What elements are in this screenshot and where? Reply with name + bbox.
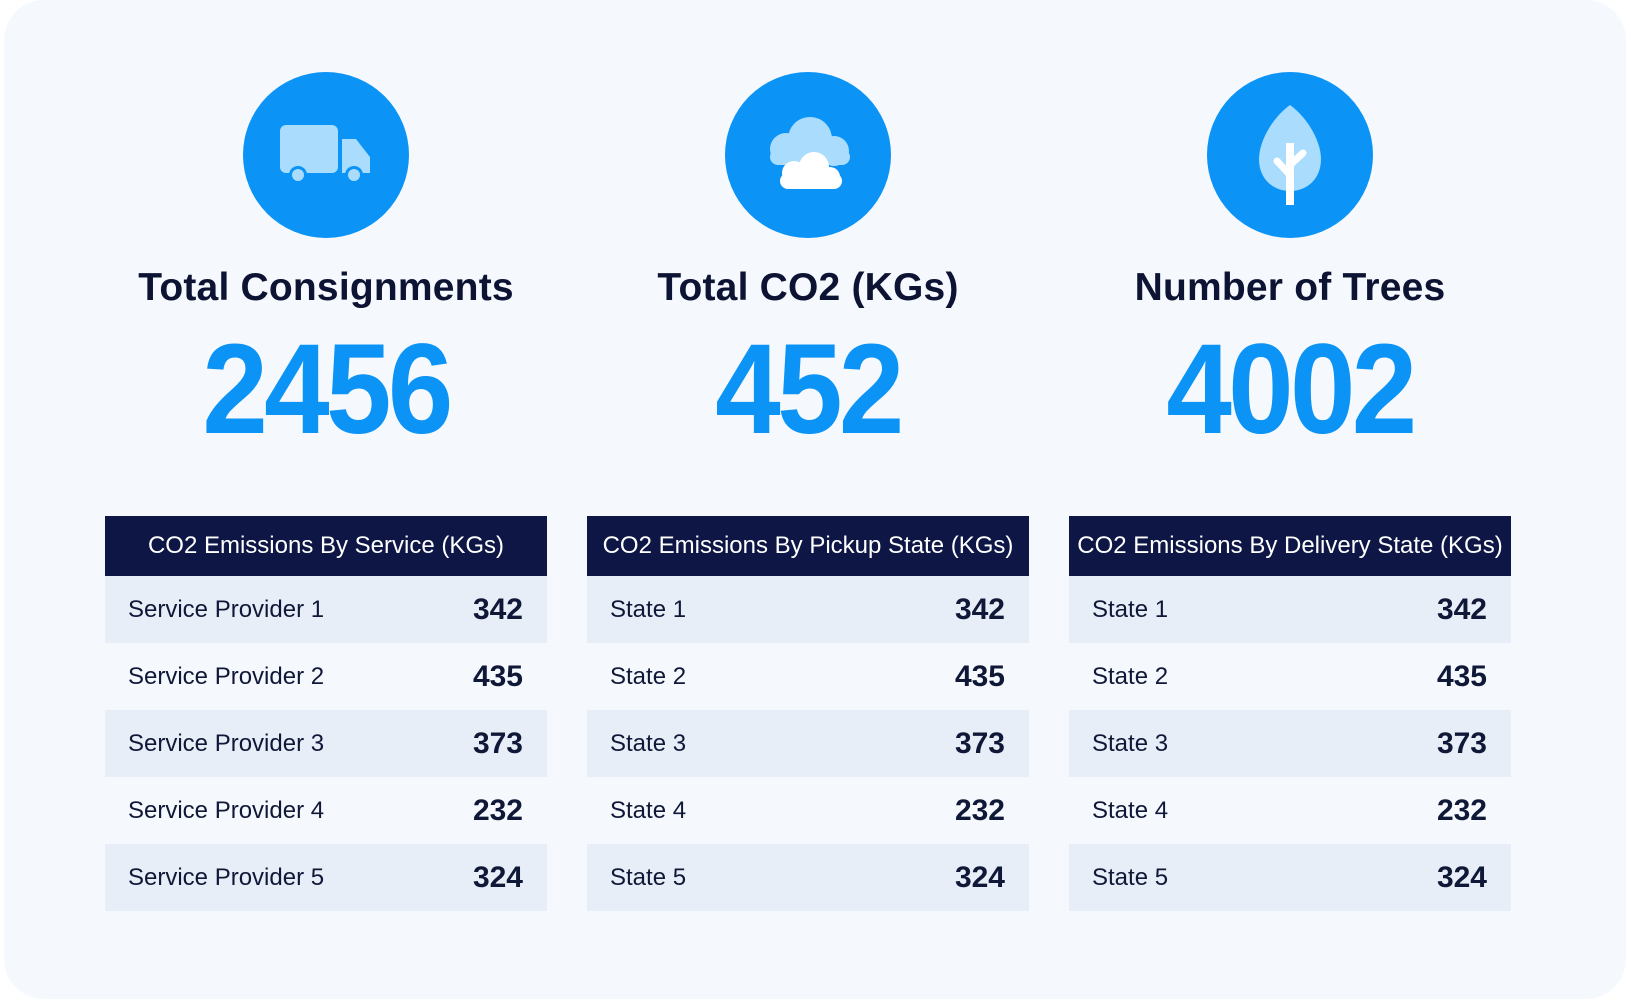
table-row: Service Provider 2 435 bbox=[105, 643, 547, 710]
row-label: Service Provider 1 bbox=[128, 595, 325, 623]
table-row: Service Provider 1 342 bbox=[105, 576, 547, 643]
row-label: Service Provider 5 bbox=[128, 863, 325, 891]
row-value: 435 bbox=[954, 659, 1005, 693]
table-row: State 2 435 bbox=[1069, 643, 1511, 710]
row-value: 342 bbox=[954, 592, 1005, 626]
kpi-label: Total Consignments bbox=[138, 266, 514, 309]
row-label: State 1 bbox=[1092, 595, 1169, 623]
kpi-value: 452 bbox=[715, 318, 904, 461]
table-row: State 3 373 bbox=[1069, 710, 1511, 777]
truck-icon-badge bbox=[243, 72, 409, 238]
row-label: State 3 bbox=[610, 729, 687, 757]
row-value: 435 bbox=[1436, 659, 1487, 693]
emissions-by-service-table: CO2 Emissions By Service (KGs) Service P… bbox=[105, 516, 547, 911]
row-value: 373 bbox=[954, 726, 1005, 760]
table-row: State 1 342 bbox=[587, 576, 1029, 643]
row-value: 435 bbox=[472, 659, 523, 693]
row-label: State 2 bbox=[1092, 662, 1169, 690]
kpi-value: 4002 bbox=[1166, 318, 1417, 461]
table-row: State 1 342 bbox=[1069, 576, 1511, 643]
table-row: State 3 373 bbox=[587, 710, 1029, 777]
table-row: Service Provider 3 373 bbox=[105, 710, 547, 777]
table-header: CO2 Emissions By Service (KGs) bbox=[105, 516, 547, 576]
table-row: State 5 324 bbox=[587, 844, 1029, 911]
cloud-icon-badge bbox=[725, 72, 891, 238]
table-row: State 2 435 bbox=[587, 643, 1029, 710]
row-value: 342 bbox=[1436, 592, 1487, 626]
table-row: State 4 232 bbox=[587, 777, 1029, 844]
tree-icon-badge bbox=[1207, 72, 1373, 238]
dashboard-panel: Total Consignments 2456 CO2 Emissions By… bbox=[4, 0, 1626, 999]
row-value: 373 bbox=[472, 726, 523, 760]
row-value: 324 bbox=[472, 860, 523, 894]
row-label: State 5 bbox=[1092, 863, 1169, 891]
cloud-icon bbox=[770, 117, 850, 189]
table-body: Service Provider 1 342 Service Provider … bbox=[105, 576, 547, 911]
table-row: State 4 232 bbox=[1069, 777, 1511, 844]
row-value: 342 bbox=[472, 592, 523, 626]
table-body: State 1 342 State 2 435 State 3 373 Stat… bbox=[1069, 576, 1511, 911]
table-header: CO2 Emissions By Delivery State (KGs) bbox=[1069, 516, 1511, 576]
row-value: 324 bbox=[1436, 860, 1487, 894]
kpi-label: Total CO2 (KGs) bbox=[657, 266, 959, 309]
row-value: 232 bbox=[472, 793, 523, 827]
row-label: State 1 bbox=[610, 595, 687, 623]
emissions-by-pickup-state-table: CO2 Emissions By Pickup State (KGs) Stat… bbox=[587, 516, 1029, 911]
kpi-label: Number of Trees bbox=[1134, 266, 1446, 309]
emissions-by-delivery-state-table: CO2 Emissions By Delivery State (KGs) St… bbox=[1069, 516, 1511, 911]
table-header: CO2 Emissions By Pickup State (KGs) bbox=[587, 516, 1029, 576]
truck-icon bbox=[280, 125, 370, 184]
row-label: Service Provider 3 bbox=[128, 729, 325, 757]
row-value: 232 bbox=[954, 793, 1005, 827]
row-label: State 5 bbox=[610, 863, 687, 891]
row-label: State 4 bbox=[1092, 796, 1169, 824]
row-label: State 3 bbox=[1092, 729, 1169, 757]
tree-icon bbox=[1259, 105, 1321, 205]
row-value: 232 bbox=[1436, 793, 1487, 827]
kpi-value: 2456 bbox=[202, 318, 453, 461]
row-label: State 2 bbox=[610, 662, 687, 690]
table-row: Service Provider 4 232 bbox=[105, 777, 547, 844]
table-row: Service Provider 5 324 bbox=[105, 844, 547, 911]
row-label: State 4 bbox=[610, 796, 687, 824]
table-body: State 1 342 State 2 435 State 3 373 Stat… bbox=[587, 576, 1029, 911]
row-label: Service Provider 2 bbox=[128, 662, 325, 690]
table-row: State 5 324 bbox=[1069, 844, 1511, 911]
row-value: 324 bbox=[954, 860, 1005, 894]
row-value: 373 bbox=[1436, 726, 1487, 760]
row-label: Service Provider 4 bbox=[128, 796, 325, 824]
